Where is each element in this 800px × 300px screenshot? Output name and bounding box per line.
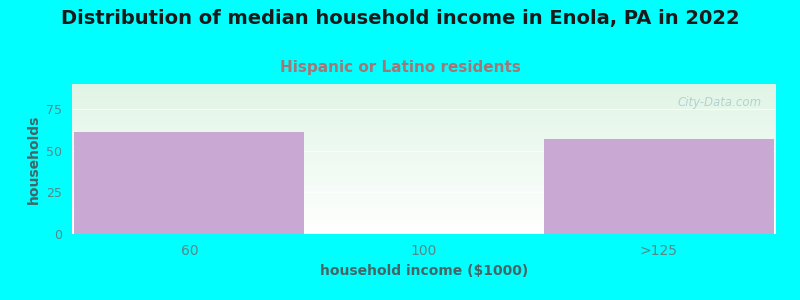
X-axis label: household income ($1000): household income ($1000) — [320, 264, 528, 278]
Text: Distribution of median household income in Enola, PA in 2022: Distribution of median household income … — [61, 9, 739, 28]
Y-axis label: households: households — [26, 114, 41, 204]
Text: City-Data.com: City-Data.com — [678, 96, 762, 109]
Bar — [74, 132, 304, 234]
Bar — [544, 139, 774, 234]
Text: Hispanic or Latino residents: Hispanic or Latino residents — [279, 60, 521, 75]
